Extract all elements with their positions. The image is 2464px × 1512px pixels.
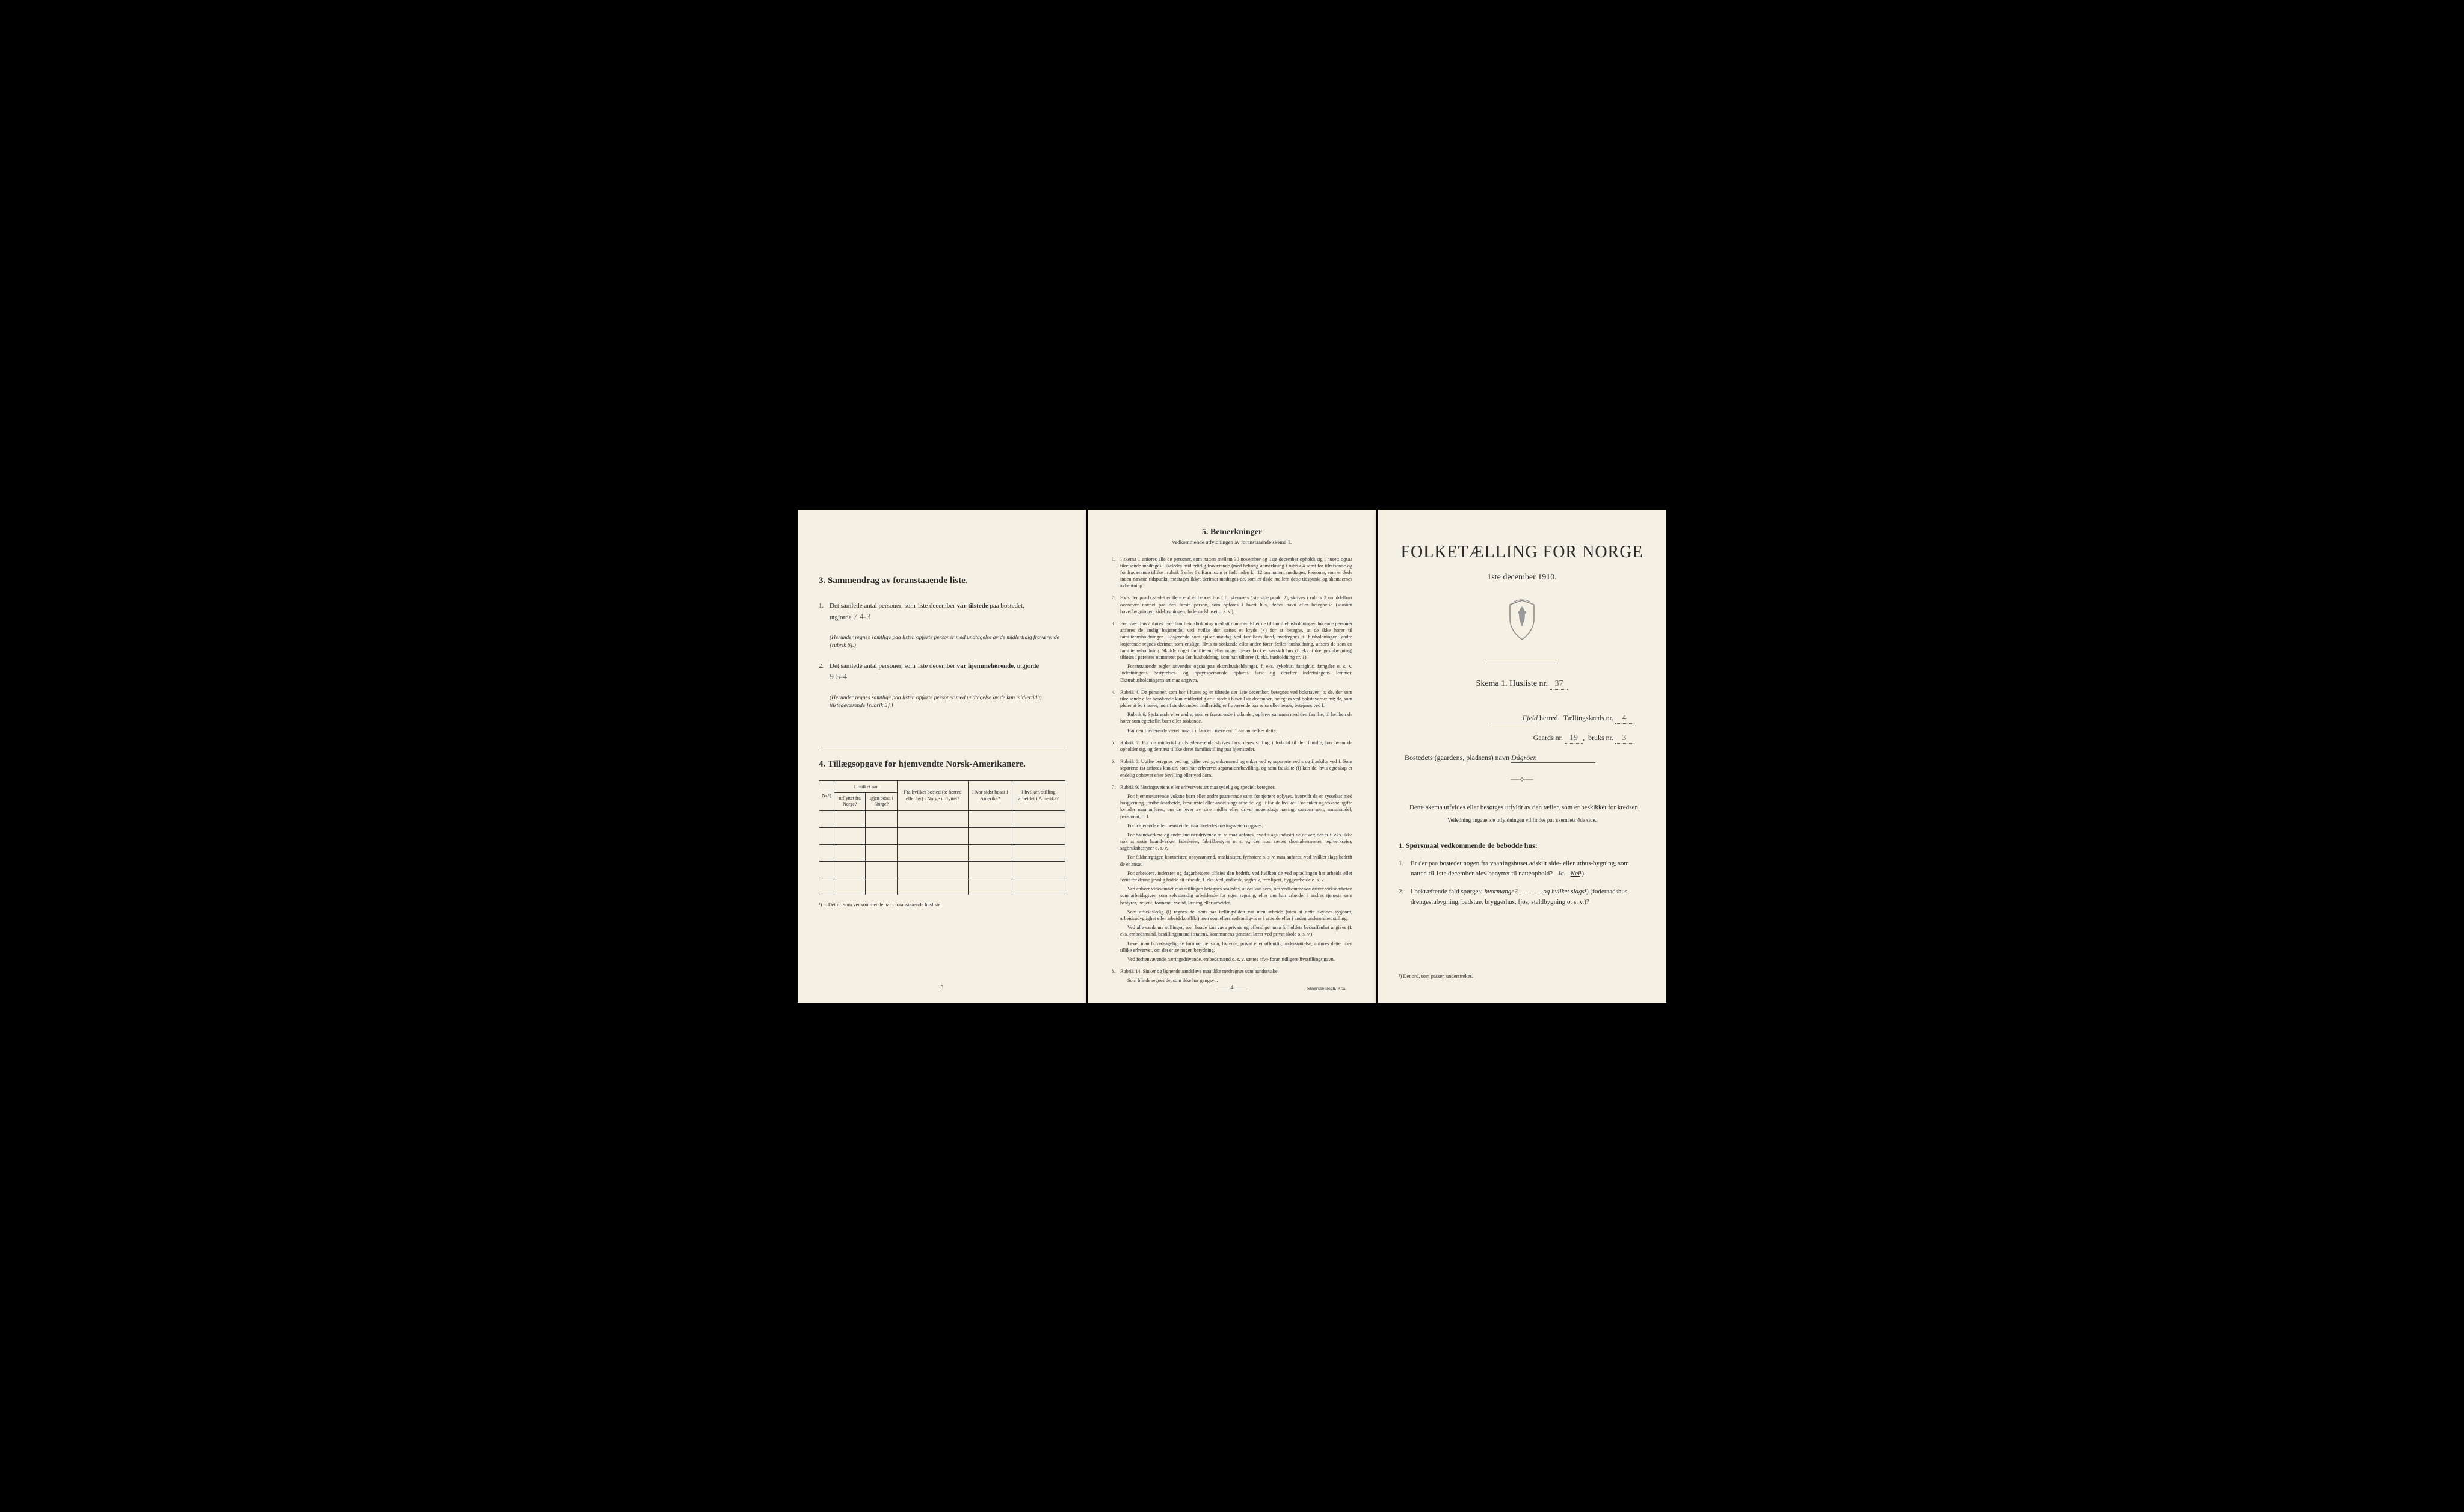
section3-item1-note: (Herunder regnes samtlige paa listen opf… <box>819 634 1065 650</box>
main-title: FOLKETÆLLING FOR NORGE <box>1399 543 1645 562</box>
section-sammendrag: 3. Sammendrag av foranstaaende liste. 1.… <box>819 576 1065 711</box>
page-number: 3 <box>941 984 944 991</box>
skema-line: Skema 1. Husliste nr. 37 <box>1399 679 1645 690</box>
bemerk-item: 8.Rubrik 14. Sinker og lignende aandsløv… <box>1112 968 1352 984</box>
th-utflyttet: utflyttet fra Norge? <box>834 792 866 810</box>
printer-mark: Steen'ske Bogtr. Kr.a. <box>1307 986 1346 991</box>
document-container: 3. Sammendrag av foranstaaende liste. 1.… <box>780 492 1684 1021</box>
table-row <box>819 844 1065 861</box>
date-line: 1ste december 1910. <box>1399 573 1645 582</box>
bemerk-item: 5.Rubrik 7. For de midlertidig tilstedev… <box>1112 739 1352 753</box>
th-aar: I hvilket aar <box>834 780 898 792</box>
th-nr: Nr.¹) <box>819 780 834 810</box>
th-igjen: igjen bosat i Norge? <box>866 792 898 810</box>
table-row <box>819 878 1065 895</box>
section4-footnote: ¹) ɔ: Det nr. som vedkommende har i fora… <box>819 901 1065 907</box>
ornament-icon: ―⟡― <box>1399 775 1645 785</box>
bemerkninger-title: 5. Bemerkninger <box>1112 528 1352 537</box>
page3-footnote: ¹) Det ord, som passer, understrekes. <box>1399 973 1473 979</box>
gaards-line: Gaards nr. 19, bruks nr. 3 <box>1399 733 1645 744</box>
table-row <box>819 861 1065 878</box>
th-stilling: I hvilken stilling arbeidet i Amerika? <box>1012 780 1065 810</box>
bemerk-item: 3.For hvert hus anføres hver familiehush… <box>1112 620 1352 683</box>
bemerk-item: 6.Rubrik 8. Ugifte betegnes ved ug, gift… <box>1112 758 1352 779</box>
bemerk-item: 7.Rubrik 9. Næringsveiens eller erhverve… <box>1112 784 1352 963</box>
section3-heading: 3. Sammendrag av foranstaaende liste. <box>819 576 1065 586</box>
bemerkninger-subtitle: vedkommende utfyldningen av foranstaaend… <box>1112 539 1352 545</box>
herred-name: Fjeld <box>1489 714 1538 723</box>
bosted-name: Dågröen <box>1511 753 1595 763</box>
america-table: Nr.¹) I hvilket aar Fra hvilket bosted (… <box>819 780 1065 895</box>
coat-of-arms-icon <box>1399 597 1645 646</box>
section3-item2: 2. Det samlede antal personer, som 1ste … <box>819 661 1065 684</box>
th-bosted: Fra hvilket bosted (ɔ: herred eller by) … <box>898 780 969 810</box>
husliste-nr: 37 <box>1550 679 1568 690</box>
sporsmaal-1: 1. Er der paa bostedet nogen fra vaaning… <box>1399 859 1645 878</box>
section4-heading: 4. Tillægsopgave for hjemvendte Norsk-Am… <box>819 759 1065 770</box>
section3-item2-note: (Herunder regnes samtlige paa listen opf… <box>819 694 1065 711</box>
instruction-guide: Veiledning angaaende utfyldningen vil fi… <box>1399 817 1645 823</box>
bosted-line: Bostedets (gaardens, pladsens) navn Dågr… <box>1399 753 1645 763</box>
table-row <box>819 810 1065 827</box>
sporsmaal-heading: 1. Spørsmaal vedkommende de bebodde hus: <box>1399 841 1645 850</box>
gaards-nr: 19 <box>1565 733 1583 744</box>
table-row <box>819 827 1065 844</box>
tallingskreds-nr: 4 <box>1615 714 1633 724</box>
page-middle: 5. Bemerkninger vedkommende utfyldningen… <box>1088 510 1376 1003</box>
page-number: 4 <box>1231 984 1234 991</box>
section-tillaeg: 4. Tillægsopgave for hjemvendte Norsk-Am… <box>819 759 1065 907</box>
bemerk-item: 4.Rubrik 4. De personer, som bor i huset… <box>1112 689 1352 734</box>
bruks-nr: 3 <box>1615 733 1633 744</box>
page-left: 3. Sammendrag av foranstaaende liste. 1.… <box>798 510 1086 1003</box>
bemerk-item: 1.I skema 1 anføres alle de personer, so… <box>1112 556 1352 590</box>
sporsmaal-2: 2. I bekræftende fald spørges: hvormange… <box>1399 887 1645 907</box>
instruction-fill: Dette skema utfyldes eller besørges utfy… <box>1399 803 1645 813</box>
nei-underlined: Nei <box>1571 870 1580 877</box>
hjemme-count: 9 5-4 <box>830 673 847 682</box>
section3-item1: 1. Det samlede antal personer, som 1ste … <box>819 601 1065 624</box>
herred-line: Fjeld herred. Tællingskreds nr. 4 <box>1399 714 1645 724</box>
th-sidst: Hvor sidst bosat i Amerika? <box>968 780 1012 810</box>
bemerkninger-list: 1.I skema 1 anføres alle de personer, so… <box>1112 556 1352 984</box>
tilstede-count: 7 4-3 <box>853 613 870 622</box>
page-right: FOLKETÆLLING FOR NORGE 1ste december 191… <box>1378 510 1666 1003</box>
bemerk-item: 2.Hvis der paa bostedet er flere end ét … <box>1112 594 1352 615</box>
